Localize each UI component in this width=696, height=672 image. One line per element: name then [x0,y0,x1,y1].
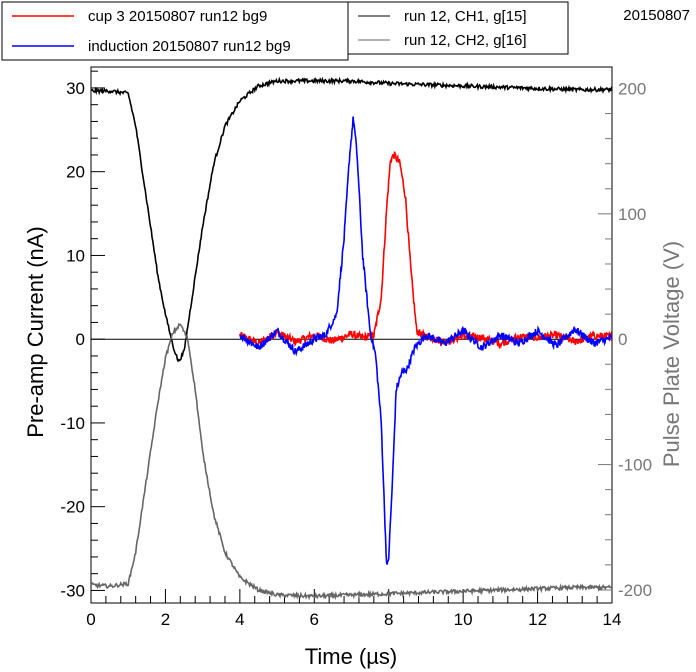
x-tick-label: 6 [310,610,319,629]
y-left-tick-label: -30 [60,581,85,600]
x-tick-label: 14 [603,610,622,629]
legend-right: run 12, CH1, g[15] run 12, CH2, g[16] [347,1,569,55]
x-tick-label: 10 [454,610,473,629]
series-line-3 [90,76,613,363]
legend-left: cup 3 20150807 run12 bg9 induction 20150… [1,1,349,61]
legend-ch1-label: run 12, CH1, g[15] [404,8,527,25]
y-left-tick-label: 30 [66,79,85,98]
x-axis-title: Time (µs) [305,644,398,669]
series-layer [90,76,613,601]
series-line-4 [90,322,613,601]
corner-date-label: 20150807 [623,7,690,24]
x-tick-label: 0 [86,610,95,629]
y-left-tick-label: 10 [66,246,85,265]
legend-cup3-label: cup 3 20150807 run12 bg9 [88,8,267,25]
y-left-tick-label: -20 [60,498,85,517]
y-left-tick-label: 0 [76,330,85,349]
legend-induction-label: induction 20150807 run12 bg9 [88,38,291,55]
legend-ch2-label: run 12, CH2, g[16] [404,32,527,49]
y-axis-right-title: Pulse Plate Voltage (V) [659,241,684,467]
y-left-tick-label: 20 [66,163,85,182]
y-axis-left-title: Pre-amp Current (nA) [23,226,48,438]
y-right-tick-label: -200 [618,581,652,600]
legend-right-frame [347,1,569,55]
y-right-tick-label: -100 [618,456,652,475]
y-left-tick-label: -10 [60,414,85,433]
x-tick-label: 4 [235,610,244,629]
legend-left-frame [1,1,349,61]
x-tick-label: 8 [384,610,393,629]
x-tick-label: 12 [528,610,547,629]
y-right-tick-label: 200 [618,79,646,98]
x-tick-label: 2 [161,610,170,629]
series-line-2 [239,116,613,565]
y-right-tick-label: 100 [618,205,646,224]
y-right-tick-label: 0 [618,330,627,349]
